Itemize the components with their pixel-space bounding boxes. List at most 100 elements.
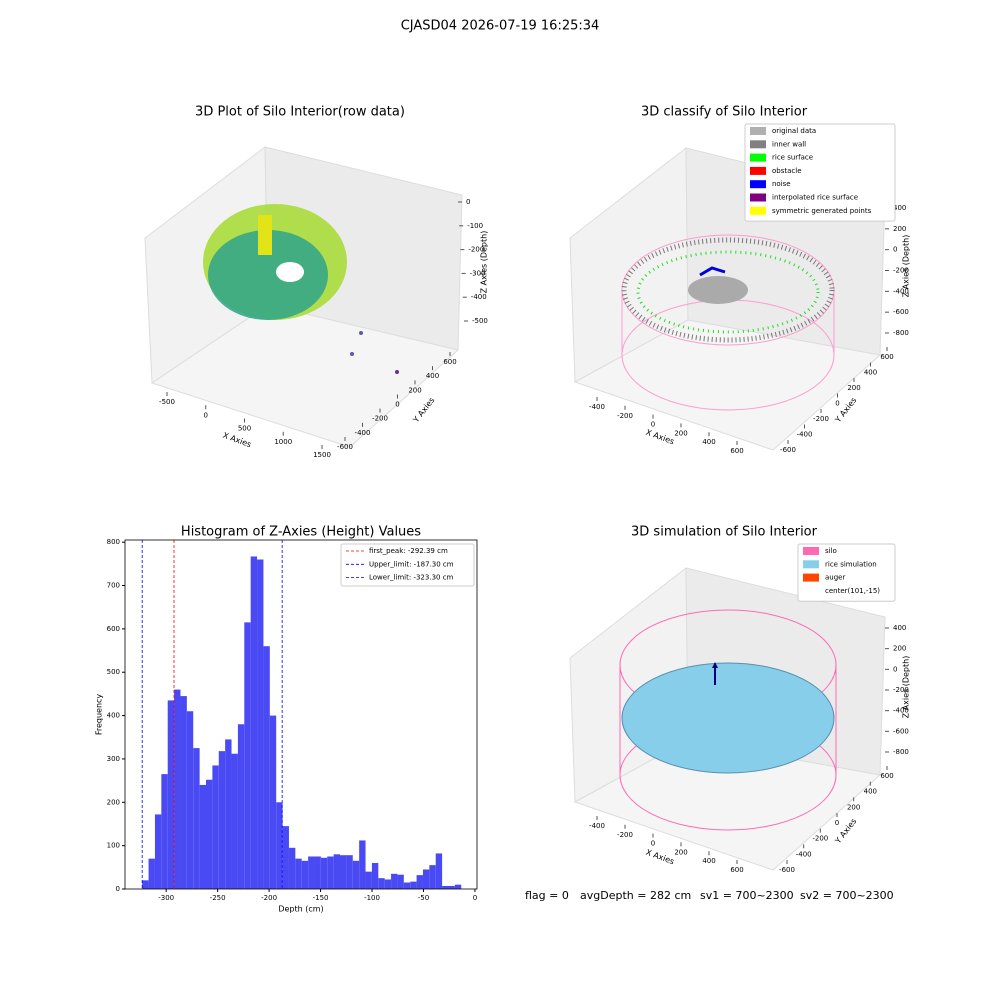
bar — [282, 826, 289, 889]
bar — [199, 784, 207, 889]
x-tick-label: -200 — [617, 412, 633, 420]
y-tick-label: -600 — [780, 446, 796, 454]
y-tick-label: -600 — [779, 866, 795, 874]
x-tick-label: 1000 — [274, 438, 292, 446]
legend-swatch — [750, 193, 766, 202]
bar — [288, 847, 296, 889]
y-tick-label: 0 — [835, 819, 839, 827]
y-tick-label: -200 — [813, 415, 829, 423]
legend-box — [340, 543, 475, 587]
z-tick-label: -100 — [467, 222, 483, 230]
bar — [269, 715, 277, 889]
x-tick-label: -400 — [589, 822, 605, 830]
y-tick-label: -600 — [337, 443, 353, 451]
legend-swatch — [750, 206, 766, 215]
z-tick-label: -400 — [471, 293, 487, 301]
y-tick-label: 300 — [107, 755, 120, 763]
z-tick-label: -300 — [470, 269, 486, 277]
y-tick-label: 600 — [107, 625, 120, 633]
plot-frame — [124, 539, 478, 890]
bar — [442, 885, 449, 889]
z-tick-label: 400 — [893, 204, 906, 212]
x-tick-label: 200 — [674, 429, 687, 437]
y-tick-label: 0 — [116, 885, 120, 893]
bar — [218, 751, 226, 889]
chart-title: Histogram of Z-Axies (Height) Values — [181, 525, 421, 540]
bar — [454, 884, 462, 889]
y-tick-label: 200 — [408, 386, 421, 394]
bar — [206, 779, 213, 889]
x-tick-label: 400 — [702, 438, 715, 446]
bar — [365, 871, 372, 889]
bar — [174, 689, 181, 889]
legend-box — [744, 123, 896, 222]
legend-label: obstacle — [772, 167, 802, 175]
y-tick-label: 0 — [835, 400, 839, 408]
legend-label: rice simulation — [825, 560, 877, 568]
x-tick-label: 0 — [651, 421, 655, 429]
z-tick-label: -600 — [893, 727, 909, 735]
bar — [180, 696, 187, 889]
y-tick-label: 400 — [864, 788, 877, 796]
legend-label: rice surface — [772, 154, 813, 162]
y-tick-label: 400 — [864, 369, 877, 377]
legend-swatch — [803, 560, 819, 569]
x-tick-label: -200 — [617, 831, 633, 839]
x-tick-label: 0 — [473, 894, 477, 902]
z-tick-label: -800 — [893, 748, 909, 756]
bar — [371, 862, 379, 889]
bar — [352, 860, 360, 889]
legend-swatch — [803, 573, 819, 582]
x-tick-label: 0 — [651, 840, 655, 848]
chart-title: 3D simulation of Silo Interior — [631, 525, 818, 540]
bar — [397, 874, 404, 889]
x-tick-label: -250 — [210, 894, 226, 902]
y-tick-label: 200 — [847, 384, 860, 392]
y-tick-label: 500 — [107, 668, 120, 676]
bar — [244, 622, 251, 889]
y-tick-label: -400 — [355, 429, 371, 437]
footer-flag: flag = 0 — [525, 889, 569, 902]
z-tick-label: 200 — [893, 225, 906, 233]
y-tick-label: 600 — [443, 358, 456, 366]
y-tick-label: -400 — [797, 431, 813, 439]
x-tick-label: 500 — [238, 425, 251, 433]
bar — [167, 700, 175, 889]
bar — [237, 724, 245, 889]
bar — [231, 753, 238, 889]
panel-1-box — [144, 146, 463, 448]
y-tick-label: 100 — [107, 842, 120, 850]
legend-label: noise — [772, 180, 791, 188]
bar — [320, 857, 328, 889]
y-tick-label: 800 — [107, 538, 120, 546]
x-tick-label: 1500 — [313, 451, 331, 459]
z-tick-label: -400 — [893, 707, 909, 715]
x-tick-label: 400 — [702, 857, 715, 865]
x-tick-label: 600 — [730, 866, 743, 874]
chart-title: 3D Plot of Silo Interior(row data) — [195, 105, 405, 120]
bar — [186, 711, 194, 889]
z-axis-label: Z Axies (Depth) — [480, 231, 489, 294]
bar — [448, 885, 455, 889]
bar — [327, 856, 334, 889]
legend-label: Lower_limit: -323.30 cm — [369, 574, 454, 582]
z-tick-label: -500 — [472, 317, 488, 325]
x-tick-label: -150 — [313, 894, 329, 902]
legend-swatch — [750, 127, 766, 135]
z-tick-label: -200 — [468, 246, 484, 254]
z-tick-label: 400 — [893, 624, 906, 632]
legend-swatch — [803, 586, 819, 595]
bar — [391, 873, 398, 889]
y-tick-label: -400 — [796, 850, 812, 858]
x-tick-label: 600 — [730, 447, 743, 455]
bar — [416, 875, 423, 889]
x-tick-label: 0 — [204, 411, 208, 419]
y-tick-label: 400 — [107, 712, 120, 720]
y-tick-label: 600 — [880, 772, 893, 780]
z-axis-label: Z Axies (Depth) — [902, 235, 911, 298]
bar — [333, 854, 341, 889]
bar — [346, 855, 353, 889]
x-axis-label: Depth (cm) — [278, 905, 323, 914]
bar — [250, 556, 258, 889]
